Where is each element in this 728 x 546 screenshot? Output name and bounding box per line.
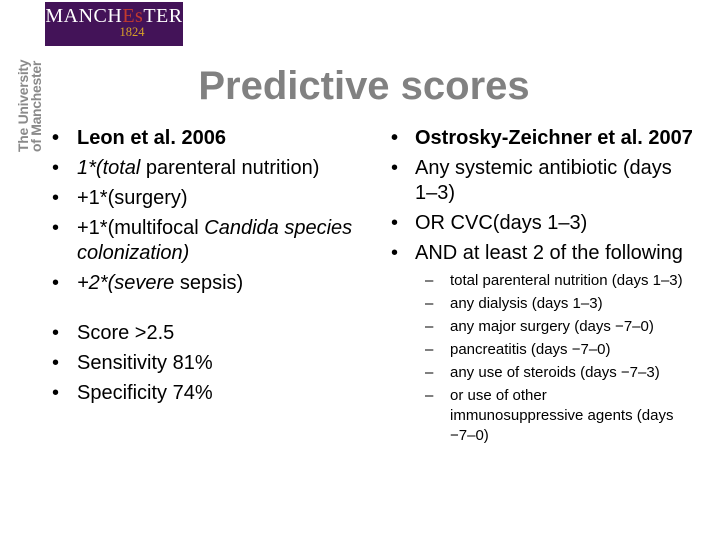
list-item-antibiotic: • Any systemic antibiotic (days 1–3) [391,157,672,204]
slide-title: Predictive scores [198,64,530,108]
dash-bullet-icon: – [425,272,434,289]
dash-bullet-icon: – [425,295,434,312]
criteria-sub-list: – total parenteral nutrition (days 1–3) –… [425,271,712,446]
left-column: • Leon et al. 2006 • 1*(total parenteral n… [51,126,381,411]
bullet-icon: • [52,187,60,209]
logo-wordmark: MANCHEsTER [45,6,183,26]
list-item-total-pn: • 1*(total parenteral nutrition) [52,157,320,179]
left-bullet-list: • Leon et al. 2006 • 1*(total parenteral n… [51,126,381,406]
bullet-icon: • [52,382,60,404]
list-item-specificity: • Specificity 74% [52,382,213,404]
logo-wordmark-accent: Es [122,5,144,27]
list-item-sepsis: • +2*(severe sepsis) [52,272,244,294]
list-item-leon-heading: • Leon et al. 2006 [52,127,226,149]
list-item-multifocal: • +1*(multifocal Candida species coloniza… [52,217,353,264]
list-item-and-criteria: • AND at least 2 of the following [391,242,683,264]
list-item-cvc: • OR CVC(days 1–3) [391,212,588,234]
sub-item-major-surgery: – any major surgery (days −7–0) [425,318,654,335]
right-bullet-list: • Ostrosky-Zeichner et al. 2007 • Any syst… [390,126,712,266]
bullet-icon: • [52,127,60,149]
bullet-icon: • [52,272,60,294]
list-item-score: • Score >2.5 [52,322,175,344]
sub-item-tpn: – total parenteral nutrition (days 1–3) [425,272,683,289]
sub-item-dialysis: – any dialysis (days 1–3) [425,295,603,312]
right-column: • Ostrosky-Zeichner et al. 2007 • Any syst… [390,126,712,449]
logo-wordmark-start: MANCH [45,5,123,27]
university-of-manchester-logo: MANCHEsTER 1824 [45,2,183,46]
bullet-icon: • [52,157,60,179]
sub-item-pancreatitis: – pancreatitis (days −7–0) [425,341,611,358]
list-item-ostrosky-heading: • Ostrosky-Zeichner et al. 2007 [391,127,693,149]
list-item-sensitivity: • Sensitivity 81% [52,352,213,374]
logo-wordmark-end: TER [143,5,183,27]
bullet-icon: • [52,322,60,344]
bullet-icon: • [391,157,399,179]
sub-item-steroids: – any use of steroids (days −7–3) [425,364,660,381]
sub-item-immunosuppressive: – or use of other immunosuppressive agent… [425,387,674,444]
logo-year: 1824 [119,25,145,39]
bullet-icon: • [52,217,60,239]
bullet-icon: • [391,212,399,234]
bullet-icon: • [391,242,399,264]
bullet-icon: • [391,127,399,149]
dash-bullet-icon: – [425,387,434,404]
dash-bullet-icon: – [425,318,434,335]
list-item-surgery: • +1*(surgery) [52,187,188,209]
bullet-icon: • [52,352,60,374]
dash-bullet-icon: – [425,341,434,358]
dash-bullet-icon: – [425,364,434,381]
